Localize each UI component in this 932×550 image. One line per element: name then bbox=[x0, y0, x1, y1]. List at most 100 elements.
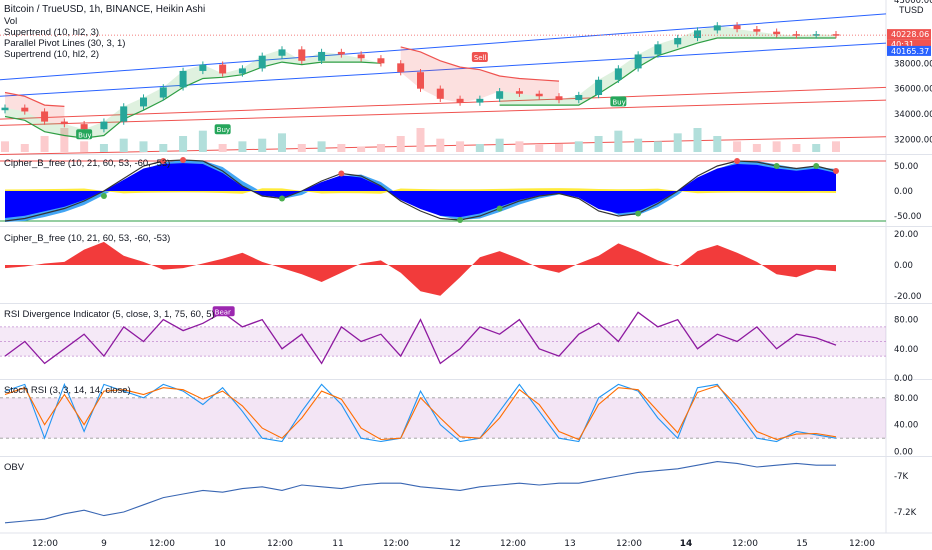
obv-title[interactable]: OBV bbox=[4, 462, 25, 473]
volume-bar bbox=[752, 144, 761, 152]
y-tick-label: 40.00 bbox=[894, 345, 918, 355]
volume-bar bbox=[653, 141, 662, 152]
cross-dot bbox=[180, 157, 187, 163]
candle-body bbox=[397, 63, 405, 73]
candle-body bbox=[456, 98, 464, 103]
pivot-line bbox=[0, 86, 887, 120]
cross-dot bbox=[833, 168, 839, 174]
candle-body bbox=[733, 25, 741, 30]
y-tick-label: -50.00 bbox=[894, 212, 921, 222]
stoch-band bbox=[0, 397, 886, 439]
supertrend-up-line-fill bbox=[5, 49, 381, 139]
pivot-line bbox=[0, 13, 887, 81]
volume-bar bbox=[673, 133, 682, 152]
candle-body bbox=[278, 49, 286, 56]
time-tick-label: 14 bbox=[680, 539, 693, 549]
signal-badge bbox=[610, 96, 627, 107]
volume-bar bbox=[179, 136, 188, 152]
candle-body bbox=[654, 44, 662, 55]
y-tick-label: -20.00 bbox=[894, 292, 921, 302]
candle-body bbox=[417, 72, 424, 89]
volume-bar bbox=[396, 136, 405, 152]
time-tick-label: 12:00 bbox=[32, 539, 58, 549]
volume-bar bbox=[139, 141, 148, 152]
cipher-histogram-pane bbox=[5, 241, 836, 296]
symbol-title[interactable]: Bitcoin / TrueUSD, 1h, BINANCE, Heikin A… bbox=[4, 4, 206, 15]
volume-bar bbox=[594, 136, 603, 152]
volume-bar bbox=[159, 144, 168, 152]
volume-bar bbox=[792, 144, 801, 152]
candle-body bbox=[41, 111, 49, 122]
candle-body bbox=[575, 95, 583, 101]
volume-bar bbox=[614, 130, 623, 152]
price-box bbox=[887, 45, 931, 56]
time-tick-label: 13 bbox=[564, 539, 575, 549]
rsi-divergence-pane: Bear bbox=[0, 306, 886, 365]
candle-body bbox=[674, 38, 682, 45]
candle-body bbox=[159, 87, 167, 98]
candle-body bbox=[199, 64, 207, 71]
volume-bar bbox=[555, 144, 563, 152]
candle-body bbox=[219, 64, 227, 74]
volume-bar bbox=[20, 144, 29, 152]
vol-label[interactable]: Vol bbox=[4, 16, 18, 27]
wave-1-line bbox=[4, 159, 837, 222]
volume-bar bbox=[515, 141, 524, 152]
candle-body bbox=[238, 68, 246, 74]
study-pivot-lines[interactable]: Parallel Pivot Lines (30, 3, 1) bbox=[4, 38, 126, 49]
volume-bar bbox=[812, 144, 821, 152]
signal-badge bbox=[214, 124, 231, 135]
study-supertrend-2[interactable]: Supertrend (10, hl2, 2) bbox=[4, 49, 100, 60]
rsi-line bbox=[4, 311, 837, 365]
cross-dot bbox=[457, 217, 464, 223]
candle-body bbox=[258, 55, 266, 69]
volume-bar bbox=[218, 144, 227, 152]
time-tick-label: 12:00 bbox=[616, 539, 642, 549]
volume-bar bbox=[456, 141, 465, 152]
candle-body bbox=[535, 93, 543, 97]
volume-bar bbox=[436, 138, 445, 152]
pivot-line bbox=[0, 42, 887, 97]
money-flow-area bbox=[5, 188, 836, 194]
volume-bar bbox=[1, 141, 9, 152]
candle-body bbox=[515, 91, 523, 94]
price-box-label: 40228.06 bbox=[891, 30, 929, 39]
obv-line bbox=[4, 461, 836, 524]
volume-bar bbox=[317, 141, 326, 152]
time-tick-label: 12 bbox=[449, 539, 460, 549]
y-tick-label: 0.00 bbox=[894, 448, 913, 458]
cross-dot bbox=[496, 205, 503, 212]
rsi-divergence-title[interactable]: RSI Divergence Indicator (5, close, 3, 1… bbox=[4, 309, 215, 320]
signal-badge bbox=[471, 52, 488, 62]
volume-bar bbox=[495, 138, 504, 152]
candle-body bbox=[318, 51, 326, 61]
y-tick-label: 50.00 bbox=[894, 162, 918, 172]
cipher-histogram-title[interactable]: Cipher_B_free (10, 21, 60, 53, -60, -53) bbox=[4, 233, 171, 244]
volume-bar bbox=[40, 136, 49, 152]
cross-dot bbox=[734, 158, 741, 164]
candle-body bbox=[792, 34, 800, 36]
study-supertrend-3[interactable]: Supertrend (10, hl2, 3) bbox=[4, 27, 100, 38]
candle-body bbox=[179, 70, 187, 88]
obv-pane bbox=[4, 461, 836, 524]
time-tick-label: 12:00 bbox=[732, 539, 758, 549]
y-tick-label: -7K bbox=[894, 472, 908, 482]
stoch-k-line bbox=[4, 382, 837, 443]
candle-body bbox=[713, 25, 721, 31]
y-tick-label: 0.00 bbox=[894, 374, 913, 384]
y-tick-label: 80.00 bbox=[894, 394, 918, 404]
price-box bbox=[887, 39, 931, 50]
y-tick-label: 34000.00 bbox=[894, 110, 932, 120]
bear-label: Bear bbox=[215, 308, 231, 316]
histogram-area bbox=[5, 241, 836, 296]
stoch-rsi-title[interactable]: Stoch RSI (3, 3, 14, 14, close) bbox=[4, 385, 131, 396]
volume-bar bbox=[99, 144, 108, 152]
time-tick-label: 11 bbox=[332, 539, 343, 549]
volume-bar bbox=[238, 141, 247, 152]
price-box-label: 40165.37 bbox=[891, 47, 929, 56]
time-tick-label: 9 bbox=[101, 539, 107, 549]
candle-body bbox=[337, 51, 345, 55]
signal-label: Buy bbox=[217, 126, 230, 134]
cipher-wave-title[interactable]: Cipher_B_free (10, 21, 60, 53, -60, -53) bbox=[4, 158, 171, 169]
